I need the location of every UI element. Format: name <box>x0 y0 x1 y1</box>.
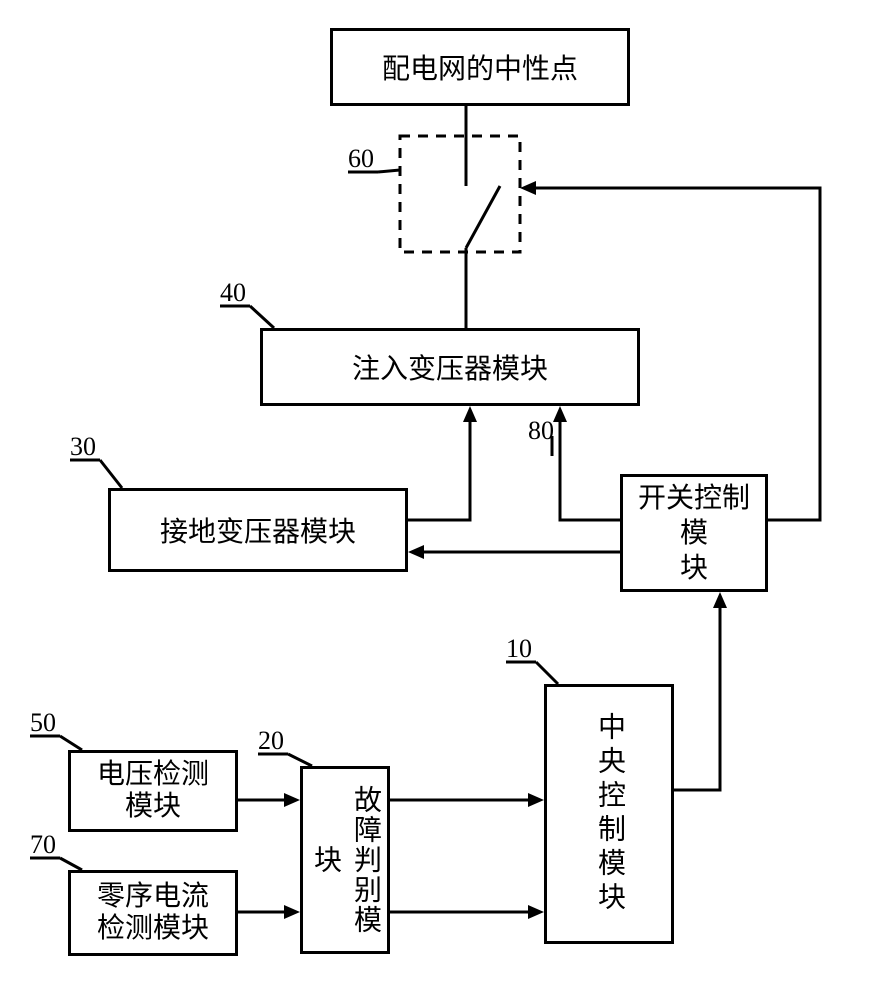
voltage-detect-box: 电压检测模块 <box>68 750 238 832</box>
central-control-box: 中央控制模块 <box>544 684 674 944</box>
switch-control-label: 开关控制模块 <box>627 481 761 586</box>
ref-60: 60 <box>348 144 374 174</box>
voltage-detect-label: 电压检测模块 <box>97 759 209 823</box>
inject-transformer-box: 注入变压器模块 <box>260 328 640 406</box>
fault-discriminate-box: 故障判别模块 <box>300 766 390 954</box>
central-control-label: 中央控制模块 <box>589 712 629 916</box>
zeroseq-detect-box: 零序电流检测模块 <box>68 870 238 956</box>
ground-transformer-box: 接地变压器模块 <box>108 488 408 572</box>
ref-20: 20 <box>258 726 284 756</box>
ref-10: 10 <box>506 634 532 664</box>
neutral-point-label: 配电网的中性点 <box>382 47 578 87</box>
ref-30: 30 <box>70 432 96 462</box>
ref-40: 40 <box>220 278 246 308</box>
switch-control-box: 开关控制模块 <box>620 474 768 592</box>
fault-discriminate-label: 故障判别模块 <box>305 773 385 947</box>
ground-transformer-label: 接地变压器模块 <box>160 510 356 550</box>
neutral-point-box: 配电网的中性点 <box>330 28 630 106</box>
ref-80: 80 <box>528 416 554 446</box>
zeroseq-detect-label: 零序电流检测模块 <box>97 881 209 945</box>
ref-50: 50 <box>30 708 56 738</box>
ref-70: 70 <box>30 830 56 860</box>
inject-transformer-label: 注入变压器模块 <box>352 347 548 387</box>
